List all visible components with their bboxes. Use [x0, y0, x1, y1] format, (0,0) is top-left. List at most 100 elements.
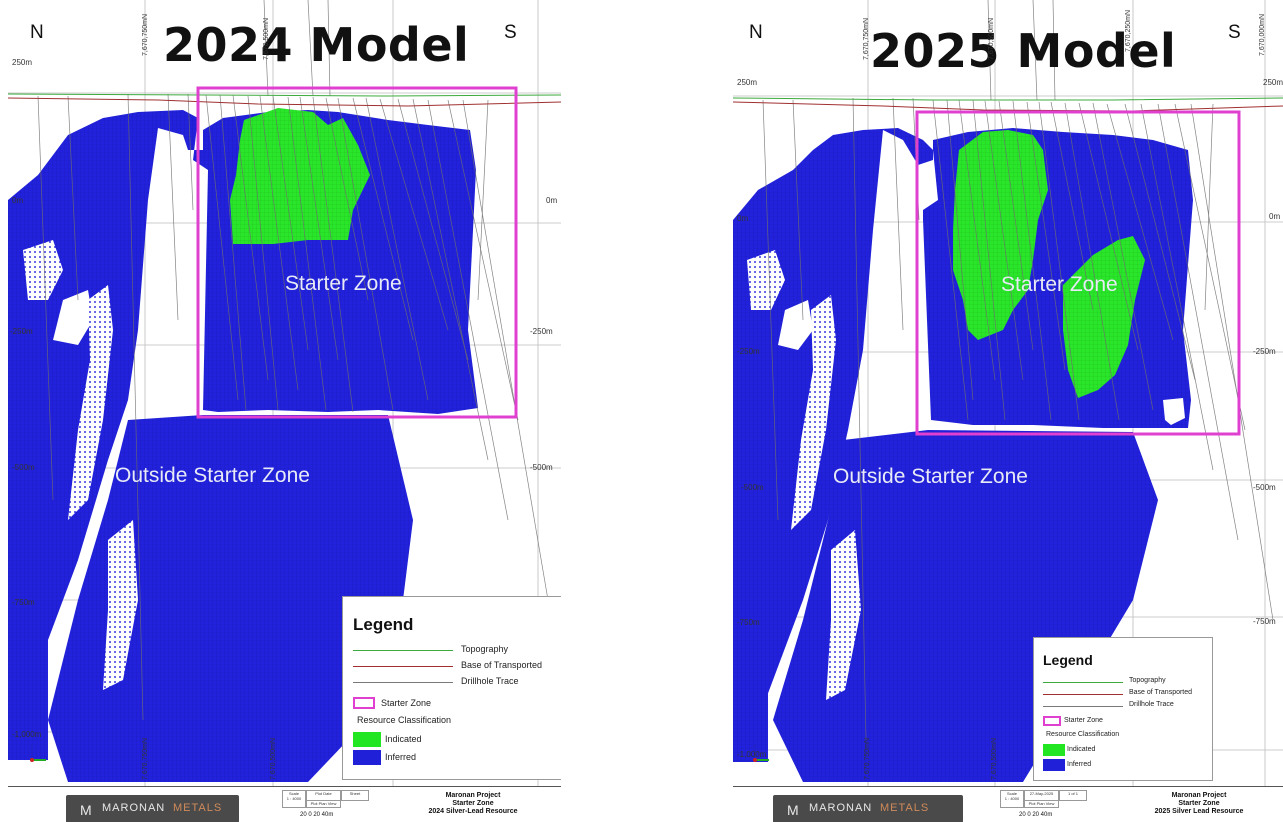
- rl-label: -750m: [737, 618, 760, 627]
- logo-mark: M: [787, 802, 800, 818]
- northing-label: 7,670,250mN: [1125, 9, 1132, 52]
- sheet-value: 1 of 1: [1067, 791, 1078, 796]
- rl-label: -1,000m: [12, 730, 42, 739]
- legend-resource-classification: Resource Classification: [1046, 731, 1120, 738]
- starter-zone-box: [196, 86, 518, 419]
- rl-label: 0m: [737, 214, 749, 223]
- starter-zone-label: Starter Zone: [285, 272, 402, 295]
- scale-bar: 20 0 20 40m: [300, 812, 334, 818]
- model-title: 2025 Model: [870, 24, 1177, 78]
- indicated-swatch: [353, 732, 381, 747]
- resource-name: 2025 Silver Lead Resource: [1154, 808, 1244, 815]
- rl-label: -500m: [1253, 483, 1276, 492]
- scale-value: 1 : 4000: [1004, 796, 1020, 801]
- sheet-cell: 1 of 1: [1059, 790, 1087, 801]
- inferred-blocks: [8, 110, 478, 782]
- legend-indicated: Indicated: [385, 734, 422, 744]
- rl-label: -500m: [741, 483, 764, 492]
- scale-value: 1 : 4000: [286, 796, 302, 801]
- legend-topography: Topography: [461, 644, 509, 654]
- northing-label: 7,670,000mN: [1259, 13, 1266, 56]
- northing-label: 7,670,500mN: [270, 737, 277, 780]
- rl-label: 0m: [546, 196, 558, 205]
- legend-base-of-transported: Base of Transported: [461, 660, 543, 670]
- legend-drillhole-trace: Drillhole Trace: [461, 676, 519, 686]
- rl-label: 250m: [737, 78, 758, 87]
- plot-view-cell: Plot Plan View: [306, 800, 341, 808]
- resource-name: 2024 Silver-Lead Resource: [428, 808, 518, 815]
- inferred-swatch: [1043, 759, 1065, 771]
- section-view-2024: [8, 0, 561, 786]
- zone-name: Starter Zone: [452, 800, 494, 807]
- logo-word-metals: METALS: [173, 802, 223, 814]
- company-logo: M MARONAN METALS: [773, 795, 963, 822]
- rl-label: 250m: [12, 58, 33, 67]
- legend-title: Legend: [353, 615, 414, 634]
- scale-cell: Scale 1 : 4000: [1000, 790, 1024, 808]
- legend-topography: Topography: [1129, 677, 1166, 684]
- northing-label: 7,670,500mN: [991, 737, 998, 780]
- northing-label: 7,670,750mN: [142, 13, 149, 56]
- model-2025-panel: N S 2025 Model 7,670,750mN 7,670,500mN 7…: [733, 0, 1283, 822]
- legend-drillhole-trace: Drillhole Trace: [1129, 701, 1174, 708]
- compass-north: N: [30, 22, 44, 43]
- legend-resource-classification: Resource Classification: [357, 715, 452, 725]
- topography-line: [8, 93, 561, 97]
- rl-label: -250m: [1253, 347, 1276, 356]
- legend-inferred: Inferred: [1067, 761, 1092, 768]
- rl-label: -250m: [737, 347, 760, 356]
- axis-marker: [753, 744, 769, 762]
- topography-line: [733, 97, 1283, 101]
- base-of-transported-line: [733, 101, 1283, 112]
- plot-plan-view: Plot Plan View: [310, 801, 337, 806]
- northing-label: 7,670,750mN: [864, 737, 871, 780]
- rl-label: 0m: [12, 196, 24, 205]
- legend-starter-zone: Starter Zone: [1064, 717, 1103, 724]
- northing-label: 7,670,750mN: [142, 737, 149, 780]
- starter-zone-box: [915, 110, 1241, 436]
- rl-label: -750m: [1253, 617, 1276, 626]
- northing-label: 7,670,750mN: [863, 17, 870, 60]
- compass-south: S: [1228, 22, 1241, 43]
- scale-label: Scale: [288, 791, 299, 796]
- indicated-swatch: [1043, 744, 1065, 756]
- sheet-cell: Sheet: [341, 790, 369, 801]
- northing-label: 7,670,500mN: [263, 17, 270, 60]
- legend-box: Legend Topography Base of Transported Dr…: [1033, 637, 1213, 781]
- scale-cell: Scale 1 : 4000: [282, 790, 306, 808]
- axis-marker: [30, 744, 46, 762]
- rl-label: -500m: [530, 463, 553, 472]
- model-2024-panel: N S 2024 Model 7,670,750mN 7,670,500mN 7…: [8, 0, 561, 822]
- base-of-transported-line: [8, 97, 561, 107]
- scale-bar: 20 0 20 40m: [1019, 812, 1053, 818]
- project-name: Maronan Project: [445, 792, 501, 799]
- rl-label: -750m: [12, 598, 35, 607]
- compass-north: N: [749, 22, 763, 43]
- rl-label: -500m: [12, 463, 35, 472]
- logo-word-maronan: MARONAN: [102, 802, 166, 814]
- drillhole-traces: [37, 0, 549, 721]
- legend-box: Legend Topography Base of Transported Dr…: [342, 596, 561, 780]
- sheet-label: Sheet: [349, 791, 361, 796]
- base-swatch: [1043, 694, 1123, 695]
- logo-word-maronan: MARONAN: [809, 802, 873, 814]
- plot-plan-view: Plot Plan View: [1028, 801, 1055, 806]
- legend-starter-zone: Starter Zone: [381, 698, 432, 708]
- outside-zone-label: Outside Starter Zone: [115, 464, 310, 487]
- zone-name: Starter Zone: [1178, 800, 1220, 807]
- project-name: Maronan Project: [1171, 792, 1227, 799]
- rl-label: 250m: [1263, 78, 1283, 87]
- drillhole-traces: [762, 0, 1274, 741]
- drillhole-swatch: [353, 682, 453, 683]
- starter-zone-label: Starter Zone: [1001, 273, 1118, 296]
- rl-label: 0m: [1269, 212, 1281, 221]
- rl-label: -1,000m: [737, 750, 767, 759]
- plot-date-label: Plot Date: [315, 791, 332, 796]
- logo-word-metals: METALS: [880, 802, 930, 814]
- logo-mark: M: [80, 802, 93, 818]
- legend-base-of-transported: Base of Transported: [1129, 689, 1193, 696]
- rl-label: -250m: [10, 327, 33, 336]
- title-block: M MARONAN METALS Scale 1 : 4000 27-May-2…: [733, 786, 1283, 822]
- scale-label: Scale: [1006, 791, 1017, 796]
- legend-title: Legend: [1043, 652, 1093, 668]
